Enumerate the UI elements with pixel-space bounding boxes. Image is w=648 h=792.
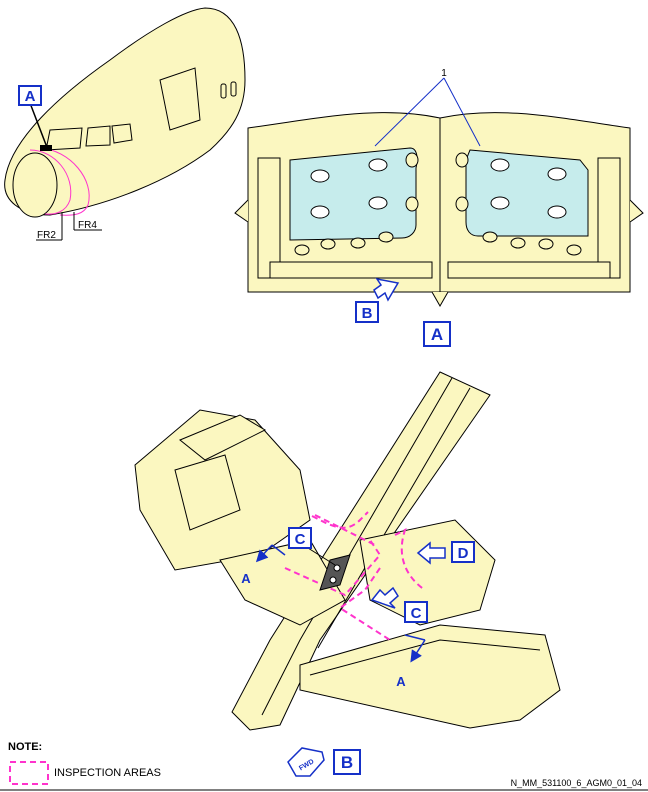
view-b-structure bbox=[134, 371, 561, 731]
inspection-areas bbox=[284, 511, 426, 641]
section-mark-a-right: A bbox=[396, 634, 426, 689]
view-a-arrow-b: B bbox=[355, 277, 400, 323]
view-a-label-text: A bbox=[431, 325, 443, 344]
section-mark-a-right-text: A bbox=[396, 674, 406, 689]
view-a-arrow-b-text: B bbox=[362, 305, 373, 322]
view-a-fasteners bbox=[294, 152, 582, 256]
fitting-c bbox=[319, 554, 351, 591]
section-mark-a-left-text: A bbox=[241, 571, 251, 586]
note-title: NOTE: bbox=[8, 741, 43, 753]
arrow-c2: C bbox=[370, 586, 428, 623]
view-a-right-panel bbox=[465, 149, 589, 237]
frame-labels: FR2 FR4 bbox=[36, 212, 102, 241]
view-a-label: A bbox=[423, 321, 451, 347]
item-1-leader: 1 bbox=[374, 68, 481, 147]
inspection-legend-label: INSPECTION AREAS bbox=[54, 767, 161, 779]
fr2-label: FR2 bbox=[37, 230, 56, 241]
section-mark-a-left: A bbox=[241, 544, 286, 586]
callout-c1: C bbox=[288, 527, 336, 566]
view-b-label-text: B bbox=[341, 753, 353, 772]
view-a-left-panel bbox=[289, 147, 418, 241]
callout-c2-text: C bbox=[411, 605, 422, 622]
inspection-legend-swatch bbox=[9, 761, 49, 785]
drawing-reference: N_MM_531100_6_AGM0_01_04 bbox=[510, 778, 642, 788]
callout-d-text: D bbox=[458, 545, 469, 562]
arrow-d: D bbox=[416, 541, 475, 565]
nose-callout-a-text: A bbox=[25, 88, 36, 105]
item-1-label: 1 bbox=[441, 68, 447, 79]
fwd-arrow: FWD bbox=[287, 747, 325, 777]
callout-c1-text: C bbox=[295, 531, 306, 548]
fr4-label: FR4 bbox=[78, 220, 97, 231]
nose-fuselage bbox=[4, 7, 246, 218]
nose-callout-a: A bbox=[18, 85, 42, 106]
view-b-label: B bbox=[333, 749, 361, 775]
